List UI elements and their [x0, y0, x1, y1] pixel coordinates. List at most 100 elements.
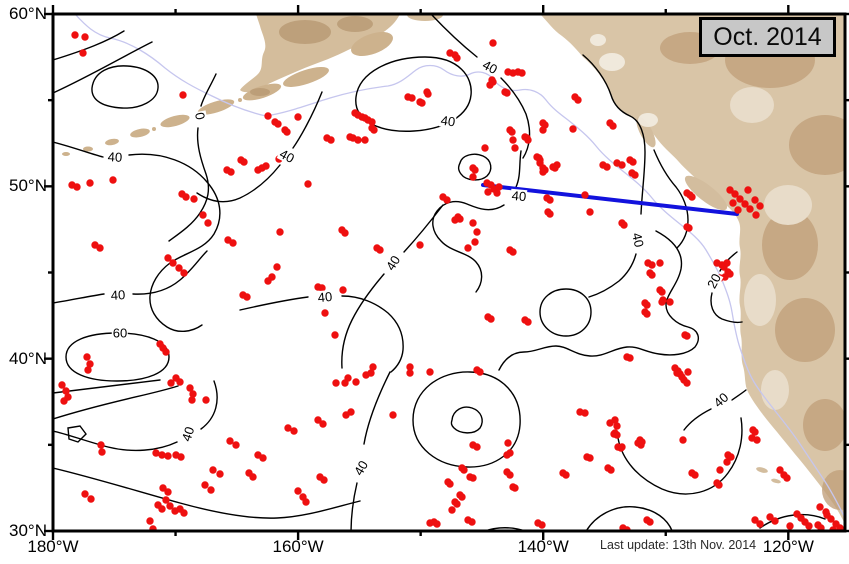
float-dot — [771, 517, 779, 525]
float-dot — [347, 408, 355, 416]
float-dot — [817, 524, 825, 531]
float-dot — [180, 509, 188, 517]
float-dot — [751, 516, 759, 524]
float-dot — [81, 33, 89, 41]
float-dot — [723, 458, 731, 466]
float-dot — [453, 54, 461, 62]
float-dot — [207, 486, 215, 494]
float-dot — [727, 453, 735, 461]
float-dot — [643, 310, 651, 318]
float-dot — [611, 416, 619, 424]
float-dot — [294, 113, 302, 121]
float-dot — [684, 368, 692, 376]
float-dot — [524, 318, 532, 326]
float-dot — [62, 387, 70, 395]
float-dot — [569, 125, 577, 133]
float-dot — [164, 452, 172, 460]
float-dot — [607, 466, 615, 474]
float-dot — [433, 520, 441, 528]
float-dot — [249, 473, 257, 481]
float-dot — [581, 191, 589, 199]
float-dot — [613, 431, 621, 439]
float-dot — [539, 168, 547, 176]
float-dot — [320, 476, 328, 484]
float-dot — [352, 378, 360, 386]
float-dot — [783, 474, 791, 482]
float-dot — [243, 293, 251, 301]
float-dot — [504, 439, 512, 447]
float-dot — [816, 503, 824, 511]
float-dot — [511, 144, 519, 152]
float-dot — [152, 449, 160, 457]
float-dot — [146, 517, 154, 525]
float-dot — [87, 495, 95, 503]
float-dot — [562, 471, 570, 479]
float-dot — [370, 126, 378, 134]
float-dot — [97, 441, 105, 449]
lon-tick-label: 140°W — [517, 537, 569, 556]
float-dot — [685, 224, 693, 232]
float-dot — [240, 158, 248, 166]
float-dot — [389, 411, 397, 419]
contour-label: 60 — [111, 325, 129, 341]
float-dot — [716, 466, 724, 474]
float-dot — [229, 239, 237, 247]
float-dot — [169, 259, 177, 267]
float-dot — [581, 409, 589, 417]
float-dot — [723, 259, 731, 267]
float-dot — [539, 126, 547, 134]
float-dot — [226, 437, 234, 445]
float-dot — [613, 422, 621, 430]
lat-tick-label: 50°N — [9, 176, 47, 196]
float-dot — [302, 498, 310, 506]
float-dot — [376, 246, 384, 254]
float-dot — [424, 90, 432, 98]
float-dot — [666, 298, 674, 306]
float-dot — [216, 470, 224, 478]
float-dot — [443, 196, 451, 204]
float-dot — [109, 176, 117, 184]
float-dot — [553, 161, 561, 169]
float-dot — [175, 264, 183, 272]
float-dot — [188, 396, 196, 404]
float-dot — [741, 200, 749, 208]
float-dot — [453, 500, 461, 508]
float-dot — [620, 221, 628, 229]
float-dot — [458, 493, 466, 501]
float-dot — [511, 484, 519, 492]
float-dot — [471, 238, 479, 246]
float-dot — [58, 381, 66, 389]
float-dot — [648, 271, 656, 279]
float-dot — [79, 49, 87, 57]
float-dot — [509, 248, 517, 256]
float-dot — [648, 261, 656, 269]
float-dot — [189, 390, 197, 398]
float-dot — [603, 163, 611, 171]
float-dot — [503, 89, 511, 97]
float-dot — [84, 366, 92, 374]
float-dot — [476, 368, 484, 376]
float-dot — [508, 128, 516, 136]
float-dot — [586, 454, 594, 462]
float-dot — [164, 488, 172, 496]
last-update-note: Last update: 13th Nov. 2014 — [600, 538, 757, 552]
float-dot — [341, 229, 349, 237]
float-dot — [688, 193, 696, 201]
float-dot — [766, 513, 774, 521]
float-dot — [60, 397, 68, 405]
float-dot — [304, 180, 312, 188]
float-dot — [679, 436, 687, 444]
float-dot — [744, 186, 752, 194]
float-dot — [631, 171, 639, 179]
float-dot — [471, 166, 479, 174]
float-dot — [283, 128, 291, 136]
float-dot — [609, 122, 617, 130]
float-dot — [469, 219, 477, 227]
float-dot — [446, 480, 454, 488]
float-dot — [746, 205, 754, 213]
date-title-label: Oct. 2014 — [713, 22, 822, 51]
float-dot — [262, 162, 270, 170]
date-title-box: Oct. 2014 — [699, 17, 836, 57]
float-dot — [71, 31, 79, 39]
float-dot — [83, 353, 91, 361]
